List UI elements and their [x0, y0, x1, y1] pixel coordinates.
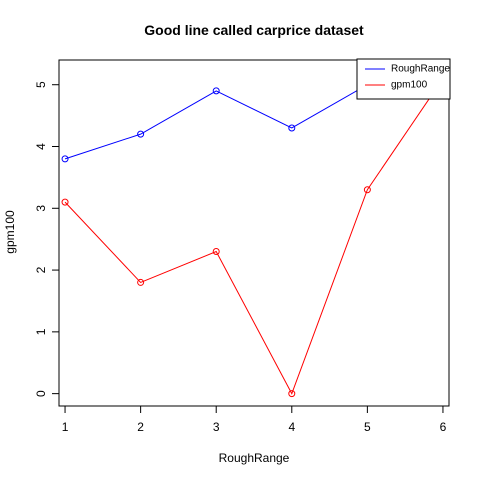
data-point	[61, 198, 69, 206]
x-tick-label: 3	[213, 420, 220, 434]
y-tick-label: 4	[34, 143, 48, 150]
data-point	[61, 155, 69, 163]
series-line	[64, 78, 444, 395]
legend-label: gpm100	[391, 80, 428, 91]
y-axis-label: gpm100	[3, 210, 17, 254]
data-point	[137, 278, 145, 286]
data-point	[363, 186, 371, 194]
data-point	[212, 87, 220, 95]
x-tick-label: 5	[364, 420, 371, 434]
data-point	[137, 130, 145, 138]
legend-label: RoughRange	[391, 64, 450, 75]
y-tick-label: 0	[34, 390, 48, 397]
x-axis-label: RoughRange	[219, 451, 290, 465]
legend-box	[356, 58, 451, 100]
y-tick-label: 2	[34, 266, 48, 273]
legend: RoughRange gpm100	[356, 58, 451, 100]
y-tick-label: 1	[34, 328, 48, 335]
y-tick-label: 3	[34, 205, 48, 212]
y-tick-label: 5	[34, 81, 48, 88]
chart-title: Good line called carprice dataset	[144, 22, 364, 38]
x-tick-label: 1	[62, 420, 69, 434]
x-tick-label: 2	[137, 420, 144, 434]
x-axis: 1 2 3 4 5 6	[62, 405, 447, 434]
data-point	[212, 248, 220, 256]
x-tick-label: 4	[288, 420, 295, 434]
data-point	[288, 124, 296, 132]
y-axis: 0 1 2 3 4 5	[34, 81, 60, 397]
data-point	[288, 390, 296, 398]
x-tick-label: 6	[440, 420, 447, 434]
